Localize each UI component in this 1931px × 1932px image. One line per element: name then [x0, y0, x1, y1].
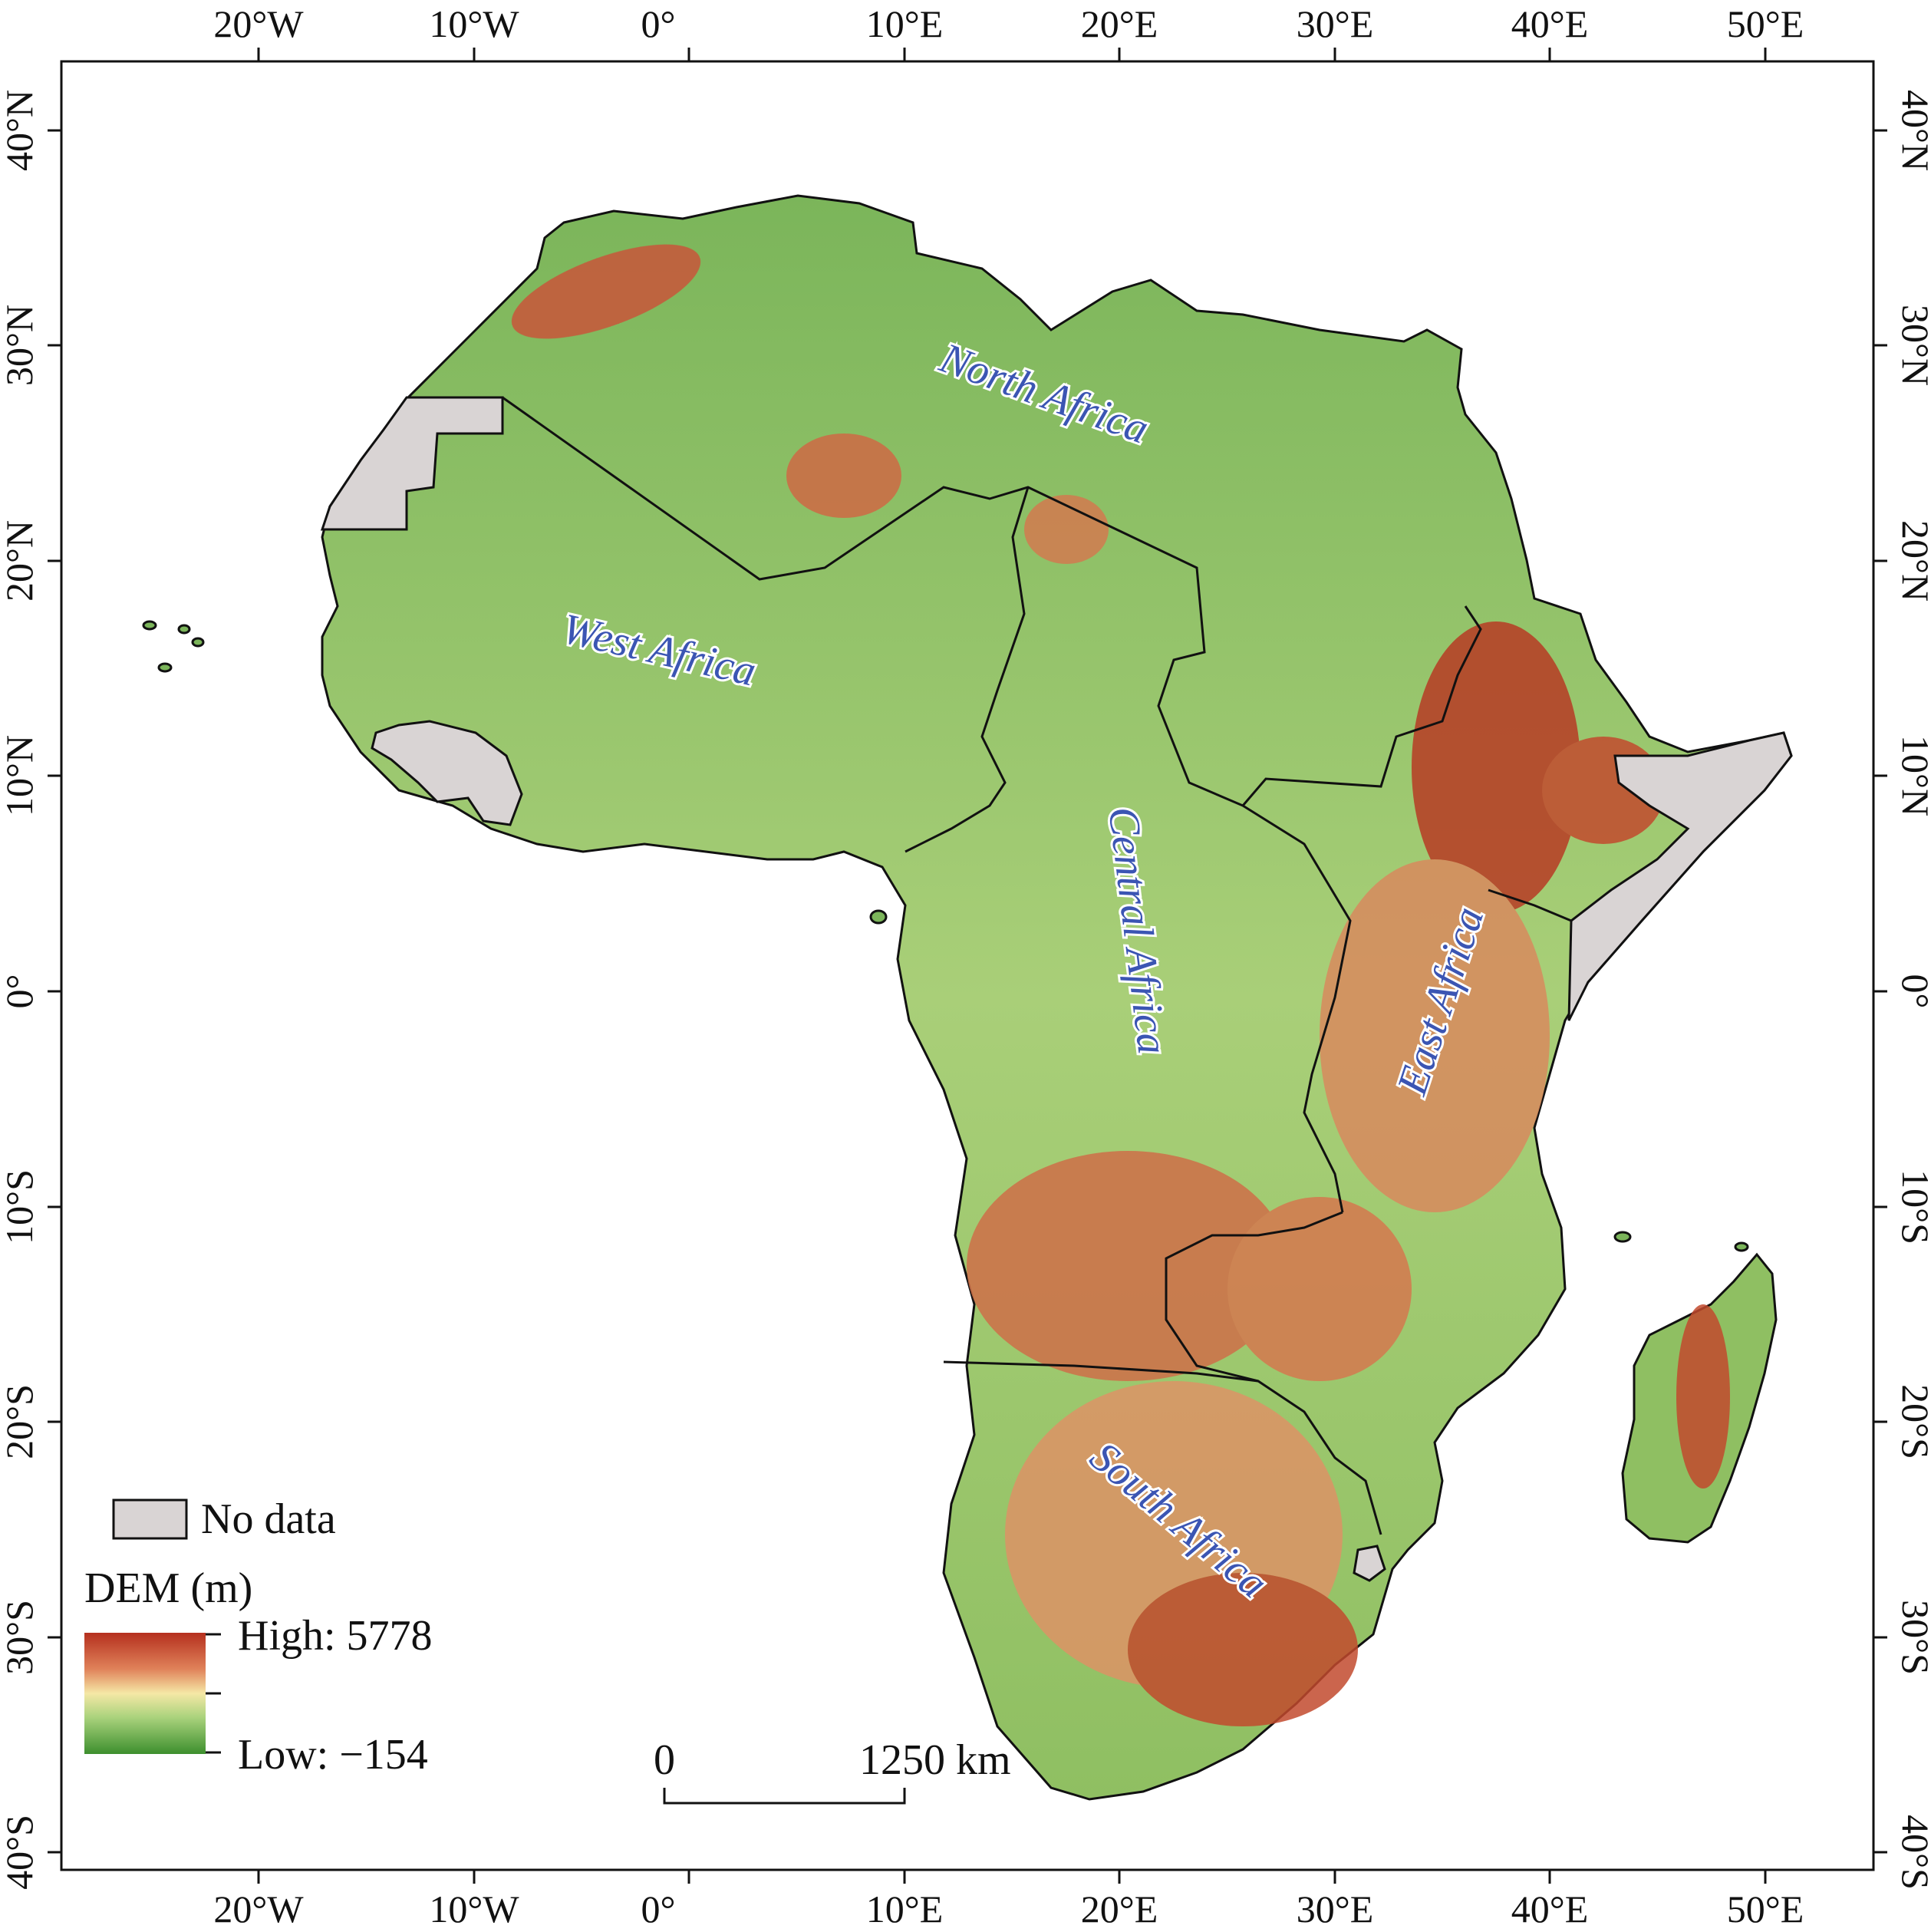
left-axis-labels: 40°N 30°N 20°N 10°N 0° 10°S 20°S 30°S 40… — [0, 90, 41, 1890]
dem-legend-title: DEM (m) — [84, 1564, 252, 1612]
no-data-somalia — [1567, 731, 1793, 1021]
no-data-label: No data — [201, 1495, 336, 1543]
legend: No data DEM (m) High: 5778 Low: −154 — [84, 1495, 433, 1779]
top-tick-label: 10°E — [866, 2, 944, 45]
right-tick-label: 20°N — [1894, 520, 1931, 602]
left-tick-label: 20°N — [0, 520, 41, 602]
bottom-tick-label: 40°E — [1511, 1887, 1589, 1930]
top-tick-label: 20°E — [1081, 2, 1158, 45]
top-tick-label: 50°E — [1727, 2, 1804, 45]
top-tick-label: 10°W — [429, 2, 519, 45]
scale-bar-end-label: 1250 km — [859, 1736, 1011, 1784]
right-tick-label: 20°S — [1894, 1384, 1931, 1459]
scale-bar: 0 1250 km — [654, 1736, 1011, 1805]
left-tick-label: 20°S — [0, 1384, 41, 1459]
bottom-tick-label: 30°E — [1297, 1887, 1374, 1930]
scale-bar-start-label: 0 — [654, 1736, 675, 1784]
islands — [142, 620, 1749, 1252]
no-data-guinea — [371, 720, 523, 826]
left-tick-label: 10°S — [0, 1169, 41, 1245]
top-tick-label: 30°E — [1297, 2, 1374, 45]
map-body — [142, 194, 1793, 1801]
bottom-tick-label: 10°E — [866, 1887, 944, 1930]
elevation-relief — [511, 244, 1730, 1726]
no-data-swatch — [112, 1498, 188, 1540]
right-tick-label: 40°S — [1894, 1815, 1931, 1890]
africa-landmass — [321, 194, 1793, 1801]
right-axis-labels: 40°N 30°N 20°N 10°N 0° 10°S 20°S 30°S 40… — [1894, 90, 1931, 1890]
top-tick-label: 0° — [641, 2, 676, 45]
left-tick-label: 0° — [0, 974, 41, 1009]
right-tick-label: 40°N — [1894, 90, 1931, 171]
left-tick-label: 30°S — [0, 1600, 41, 1675]
right-tick-label: 0° — [1894, 974, 1931, 1009]
left-tick-label: 40°S — [0, 1815, 41, 1890]
left-tick-label: 10°N — [0, 735, 41, 816]
left-tick-label: 30°N — [0, 305, 41, 386]
region-borders — [502, 396, 1572, 1535]
no-data-western-sahara — [320, 396, 504, 531]
axis-ticks — [48, 48, 1887, 1884]
right-tick-label: 10°S — [1894, 1169, 1931, 1245]
bottom-axis-labels: 20°W 10°W 0° 10°E 20°E 30°E 40°E 50°E — [213, 1887, 1804, 1930]
left-tick-label: 40°N — [0, 90, 41, 171]
top-tick-label: 20°W — [213, 2, 304, 45]
bottom-tick-label: 20°W — [213, 1887, 304, 1930]
dem-high-label: High: 5778 — [238, 1612, 433, 1660]
no-data-eswatini — [1353, 1545, 1386, 1582]
right-tick-label: 30°S — [1894, 1600, 1931, 1675]
top-axis-labels: 20°W 10°W 0° 10°E 20°E 30°E 40°E 50°E — [213, 2, 1804, 45]
right-tick-label: 30°N — [1894, 305, 1931, 386]
scale-bar-line — [663, 1788, 906, 1805]
bottom-tick-label: 50°E — [1727, 1887, 1804, 1930]
bottom-tick-label: 10°W — [429, 1887, 519, 1930]
bottom-tick-label: 20°E — [1081, 1887, 1158, 1930]
top-tick-label: 40°E — [1511, 2, 1589, 45]
bottom-tick-label: 0° — [641, 1887, 676, 1930]
right-tick-label: 10°N — [1894, 735, 1931, 816]
dem-low-label: Low: −154 — [238, 1731, 428, 1779]
dem-color-ramp — [84, 1633, 206, 1754]
